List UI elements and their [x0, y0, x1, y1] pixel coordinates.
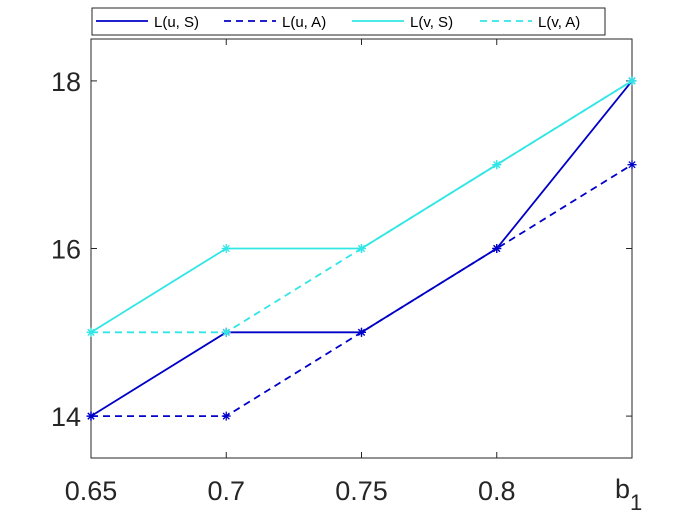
- data-point-marker: [357, 244, 366, 253]
- data-point-marker: [221, 327, 231, 337]
- data-point-marker: [86, 411, 96, 421]
- data-point-marker: [627, 160, 637, 170]
- y-tick-label: 14: [51, 402, 81, 432]
- series-layer: [86, 76, 637, 421]
- data-point-marker: [357, 327, 366, 337]
- legend-label: L(u, A): [282, 14, 326, 31]
- series-2: [86, 160, 637, 421]
- legend-label: L(u, S): [154, 14, 199, 31]
- x-axis-label-subscript: 1: [630, 490, 642, 515]
- x-tick-label: 0.75: [335, 476, 388, 506]
- legend: L(u, S) L(u, A) L(v, S) L(v, A): [91, 7, 606, 36]
- data-point-marker: [221, 411, 231, 421]
- legend-label: L(v, S): [410, 14, 453, 31]
- y-tick-label: 18: [51, 67, 81, 97]
- legend-entry: L(u, A): [224, 14, 326, 31]
- legend-entry: L(v, A): [480, 14, 580, 31]
- data-point-marker: [492, 244, 502, 253]
- series-4: [86, 76, 637, 337]
- data-point-marker: [492, 160, 502, 170]
- legend-label: L(v, A): [538, 14, 580, 31]
- data-point-marker: [221, 244, 231, 253]
- y-tick-label: 16: [51, 235, 81, 265]
- x-tick-label: 0.65: [65, 476, 118, 506]
- x-axis-label: b1: [615, 474, 642, 515]
- legend-entry: L(u, S): [96, 14, 199, 31]
- x-tick-label: 0.8: [478, 476, 516, 506]
- y-axis: 14 16 18: [51, 67, 632, 432]
- x-axis-label-base: b: [615, 474, 630, 504]
- data-point-marker: [627, 76, 637, 86]
- x-axis: 0.65 0.7 0.75 0.8: [65, 39, 633, 506]
- x-tick-label: 0.7: [207, 476, 245, 506]
- data-point-marker: [86, 327, 96, 337]
- legend-entry: L(v, S): [352, 14, 453, 31]
